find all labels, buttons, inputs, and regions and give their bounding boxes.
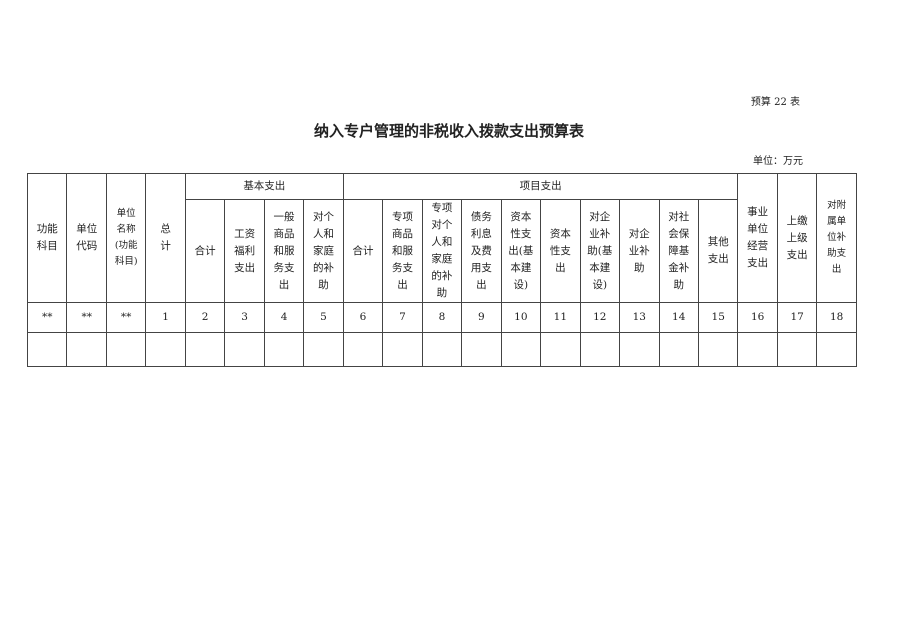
data-cell[interactable] [224, 332, 265, 367]
unit-label: 单位：万元 [753, 156, 803, 167]
header-b-personal: 对个 人和 家庭 的补 助 [303, 199, 344, 303]
data-cell[interactable] [105, 332, 147, 367]
data-cell[interactable] [421, 332, 463, 367]
header-p-cap: 资本 性支 出 [540, 199, 581, 303]
column-number: 12 [579, 302, 621, 333]
data-row [26, 332, 857, 367]
header-upper: 上缴 上级 支出 [776, 173, 818, 303]
data-cell[interactable] [66, 332, 107, 367]
header-total: 总 计 [145, 173, 186, 303]
budget-table: 功能 科目 单位 代码 单位 名称 (功能 科目) 总 计 基本支出 项目支出 … [26, 173, 857, 367]
column-number: 2 [184, 302, 226, 333]
column-number: ** [26, 302, 68, 333]
header-inst: 事业 单位 经营 支出 [737, 173, 778, 303]
data-cell[interactable] [184, 332, 226, 367]
header-b-wage: 工资 福利 支出 [224, 199, 265, 303]
data-cell[interactable] [145, 332, 186, 367]
group-project: 项目支出 [342, 173, 739, 200]
header-p-ent: 对企 业补 助 [619, 199, 660, 303]
group-basic: 基本支出 [184, 173, 344, 200]
header-code: 单位 代码 [66, 173, 107, 303]
data-cell[interactable] [26, 332, 68, 367]
column-number: ** [105, 302, 147, 333]
header-p-social: 对社 会保 障基 金补 助 [658, 199, 699, 303]
column-number: 9 [461, 302, 502, 333]
number-row: ** ** ** 1 2 3 4 5 6 7 8 9 10 11 12 13 14 15 16 17 18 [26, 302, 857, 333]
header-p-goods: 专项 商品 和服 务支 出 [382, 199, 423, 303]
header-b-goods: 一般 商品 和服 务支 出 [263, 199, 305, 303]
form-code: 预算 22 表 [750, 97, 800, 108]
data-cell[interactable] [816, 332, 857, 367]
data-cell[interactable] [540, 332, 581, 367]
data-cell[interactable] [461, 332, 502, 367]
column-number: 17 [776, 302, 818, 333]
column-number: 15 [697, 302, 739, 333]
header-p-personal: 专项 对个 人和 家庭 的补 助 [421, 199, 463, 303]
data-cell[interactable] [342, 332, 384, 367]
column-number: 1 [145, 302, 186, 333]
column-number: 6 [342, 302, 384, 333]
header-p-sum: 合计 [342, 199, 384, 303]
column-number: 7 [382, 302, 423, 333]
data-cell[interactable] [382, 332, 423, 367]
column-number: 10 [500, 302, 542, 333]
column-number: 4 [263, 302, 305, 333]
column-number: 14 [658, 302, 699, 333]
page-title: 纳入专户管理的非税收入拨款支出预算表 [313, 122, 584, 140]
header-p-other: 其他 支出 [697, 199, 739, 303]
column-number: 5 [303, 302, 344, 333]
data-cell[interactable] [263, 332, 305, 367]
data-cell[interactable] [619, 332, 660, 367]
data-cell[interactable] [658, 332, 699, 367]
header-p-ent-build: 对企 业补 助(基 本建 设) [579, 199, 621, 303]
column-number: 8 [421, 302, 463, 333]
header-p-cap-build: 资本 性支 出(基 本建 设) [500, 199, 542, 303]
data-cell[interactable] [579, 332, 621, 367]
column-number: 3 [224, 302, 265, 333]
column-number: 11 [540, 302, 581, 333]
column-number: 13 [619, 302, 660, 333]
header-name: 单位 名称 (功能 科目) [105, 173, 147, 303]
data-cell[interactable] [500, 332, 542, 367]
data-cell[interactable] [303, 332, 344, 367]
header-func: 功能 科目 [26, 173, 68, 303]
column-number: ** [66, 302, 107, 333]
column-number: 18 [816, 302, 857, 333]
data-cell[interactable] [776, 332, 818, 367]
column-number: 16 [737, 302, 778, 333]
data-cell[interactable] [697, 332, 739, 367]
header-b-sum: 合计 [184, 199, 226, 303]
header-p-debt: 债务 利息 及费 用支 出 [461, 199, 502, 303]
header-sub: 对附 属单 位补 助支 出 [816, 173, 857, 303]
data-cell[interactable] [737, 332, 778, 367]
